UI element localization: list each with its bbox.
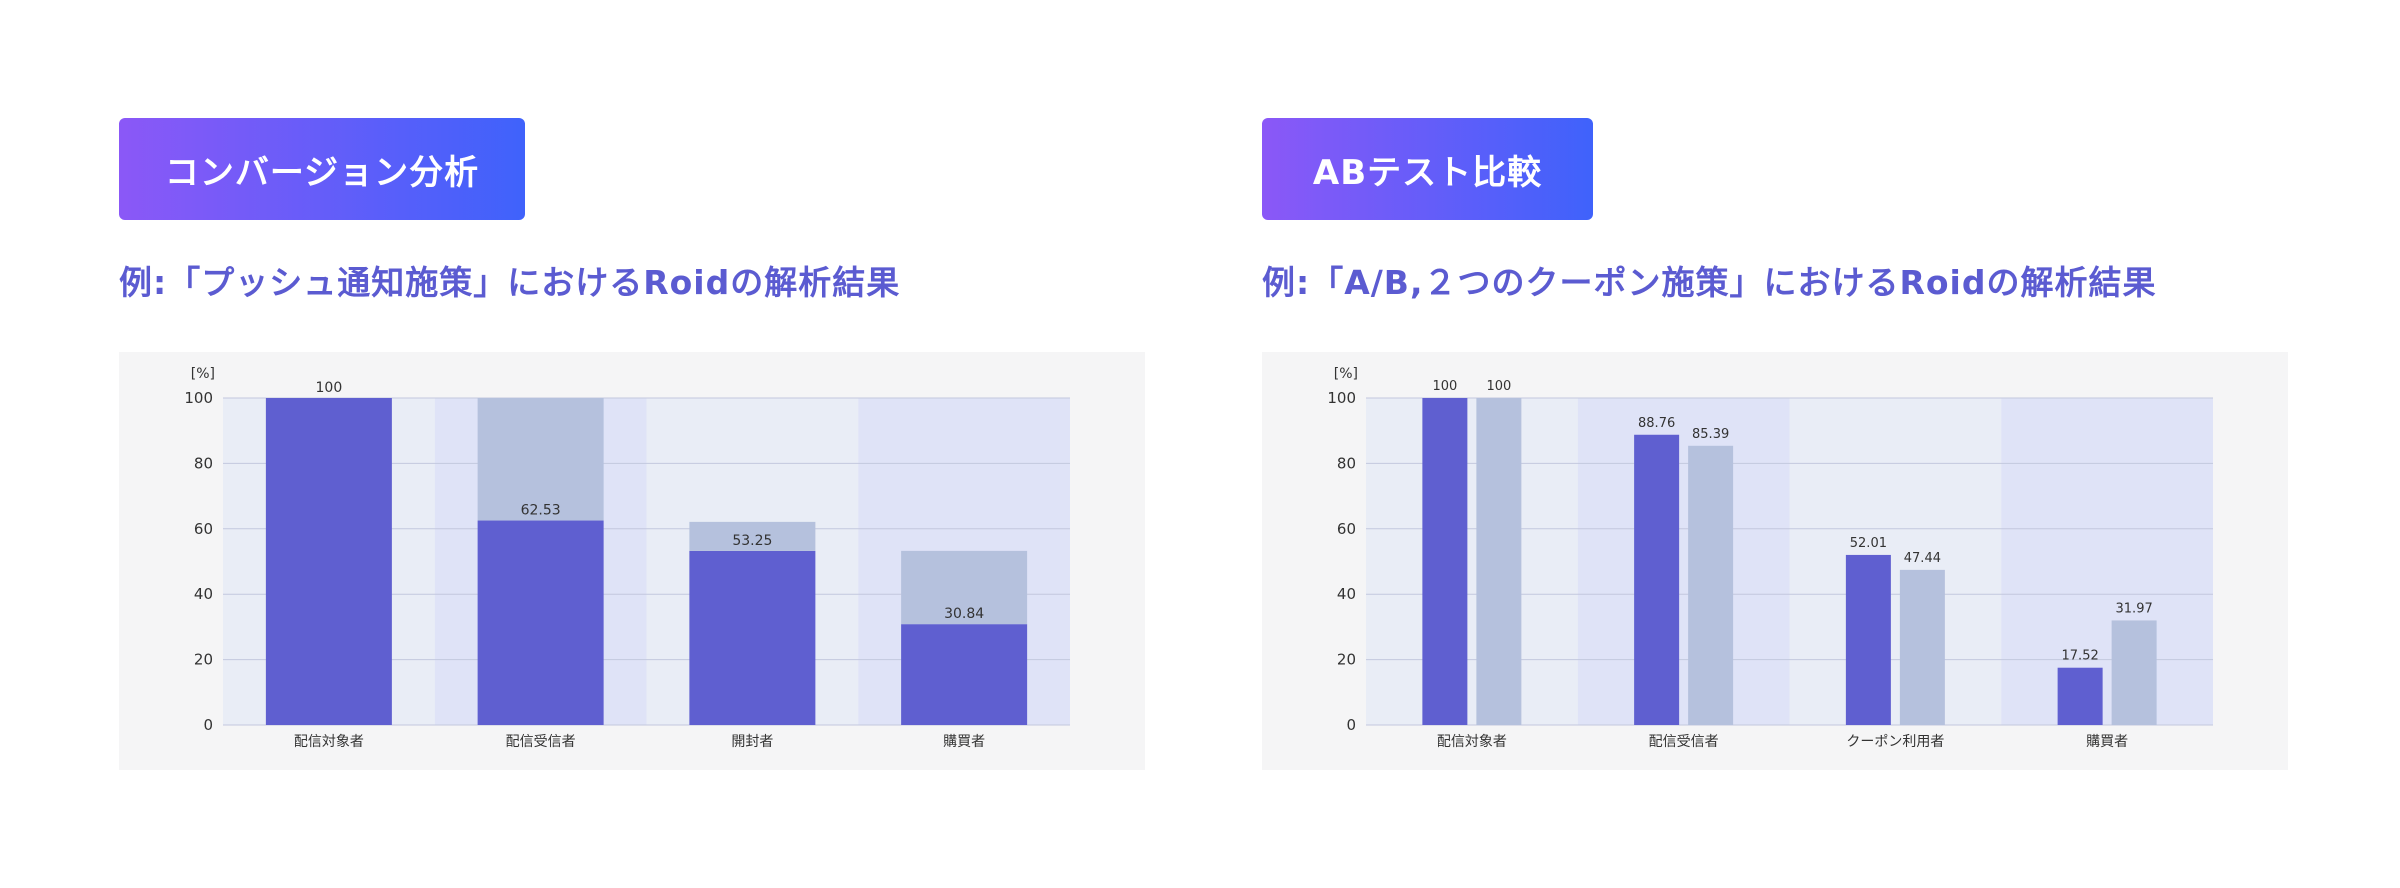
bar-value-label: 100 [1432,379,1457,394]
bar-value-label: 88.76 [1638,416,1675,431]
bar-value-label: 62.53 [521,503,561,519]
category-band [2001,398,2213,725]
y-tick-label: 40 [194,585,213,603]
bar-value-label: 47.44 [1904,551,1941,566]
bar-series-a [1845,554,1891,725]
abtest-subtitle: 例:「A/B,２つのクーポン施策」におけるRoidの解析結果 [1262,263,2157,302]
bar-value-label: 31.97 [2116,601,2153,616]
category-band [1789,398,2002,725]
abtest-chart-area: 0 20 40 60 80 100 [%] 100 100 配信対象者 88.76 85.39 配信受信… [1262,352,2288,770]
bar-value-label: 52.01 [1850,536,1887,551]
x-category-label: 購買者 [2086,734,2128,750]
y-tick-label: 100 [1327,389,1356,407]
bar-remainder [477,398,604,521]
conversion-analysis-badge: コンバージョン分析 [119,118,525,220]
x-category-label: 配信受信者 [506,734,576,750]
bar-series-b [1688,445,1734,725]
bar-primary [265,398,392,725]
bar-series-b [1476,398,1522,725]
y-tick-label: 100 [184,389,213,407]
bar-value-label: 85.39 [1692,427,1729,442]
bar-value-label: 53.25 [732,533,772,549]
category-band [1577,398,1790,725]
y-tick-label: 20 [194,651,213,669]
x-category-label: 配信受信者 [1649,734,1719,750]
abtest-chart: 0 20 40 60 80 100 [%] 100 100 配信対象者 88.76 85.39 配信受信… [1327,366,2213,750]
bar-series-a [2057,667,2103,725]
y-tick-label: 80 [1337,454,1356,472]
bar-primary [901,624,1028,725]
bar-series-b [2111,620,2157,725]
y-tick-label: 0 [1346,716,1356,734]
abtest-badge: ABテスト比較 [1262,118,1593,220]
bar-remainder [689,521,816,551]
conversion-chart: 0 20 40 60 80 100 [%] 100 配信対象者 62.53 配信受信者 53.25 開封… [184,366,1070,750]
y-tick-label: 60 [1337,520,1356,538]
bar-value-label: 100 [1486,379,1511,394]
bar-remainder [901,550,1028,625]
bar-primary [477,520,604,725]
x-category-label: クーポン利用者 [1846,734,1944,750]
y-tick-label: 60 [194,520,213,538]
y-tick-label: 0 [203,716,213,734]
y-tick-label: 80 [194,454,213,472]
bar-primary [689,550,816,725]
x-category-label: 配信対象者 [294,734,364,750]
bar-series-a [1634,434,1680,725]
conversion-subtitle: 例:「プッシュ通知施策」におけるRoidの解析結果 [119,263,901,302]
category-band [1366,398,1578,725]
y-tick-label: 20 [1337,651,1356,669]
bar-value-label: 30.84 [944,606,984,622]
bar-value-label: 17.52 [2062,649,2099,664]
y-unit-label: [%] [1334,366,1358,382]
bar-value-label: 100 [316,380,343,396]
x-category-label: 配信対象者 [1437,734,1507,750]
bar-series-b [1899,569,1945,725]
conversion-chart-area: 0 20 40 60 80 100 [%] 100 配信対象者 62.53 配信受信者 53.25 開封… [119,352,1145,770]
bar-series-a [1422,398,1468,725]
x-category-label: 開封者 [731,734,773,750]
x-category-label: 購買者 [943,734,985,750]
y-unit-label: [%] [191,366,215,382]
y-tick-label: 40 [1337,585,1356,603]
